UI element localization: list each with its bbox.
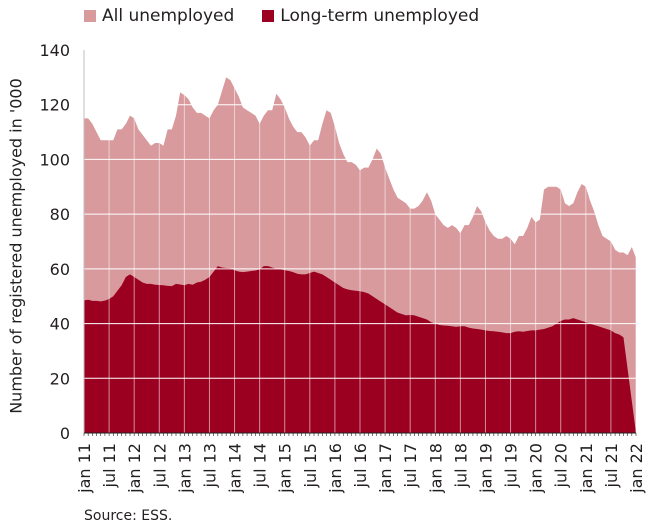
y-tick-label: 40	[50, 315, 70, 334]
source-note: Source: ESS.	[84, 508, 173, 524]
legend-label-long-term-unemployed: Long-term unemployed	[280, 6, 480, 26]
x-tick-label: jan 17	[376, 443, 395, 494]
x-tick-label: jul 15	[301, 443, 320, 488]
y-tick-label: 80	[50, 205, 70, 224]
y-tick-label: 0	[60, 424, 70, 443]
x-tick-label: jul 12	[150, 443, 169, 488]
legend-item-long-term-unemployed: Long-term unemployed	[262, 6, 479, 26]
x-tick-label: jul 20	[552, 443, 571, 488]
x-tick-label: jan 20	[527, 443, 546, 494]
x-tick-label: jan 19	[476, 443, 495, 494]
x-tick-label: jan 18	[426, 443, 445, 494]
legend-label-all-unemployed: All unemployed	[102, 6, 235, 26]
x-tick-label: jul 17	[401, 443, 420, 488]
legend-swatch-long-term-unemployed	[262, 10, 275, 22]
x-tick-label: jan 14	[226, 443, 245, 494]
x-tick-label: jan 12	[125, 443, 144, 494]
x-tick-label: jan 11	[75, 443, 94, 494]
legend: All unemployed Long-term unemployed	[84, 6, 507, 26]
legend-swatch-all-unemployed	[84, 10, 96, 22]
y-tick-label: 120	[39, 96, 70, 115]
x-tick-label: jul 18	[451, 443, 470, 488]
x-tick-label: jan 21	[577, 443, 596, 494]
x-tick-label: jul 11	[100, 443, 119, 488]
x-tick-label: jul 19	[502, 443, 521, 488]
x-tick-label: jul 21	[602, 443, 621, 488]
y-tick-label: 20	[50, 369, 70, 388]
x-tick-label: jan 16	[326, 443, 345, 494]
x-tick-label: jul 14	[251, 443, 270, 488]
x-tick-label: jul 16	[351, 443, 370, 488]
y-tick-label: 60	[50, 260, 70, 279]
x-tick-label: jan 15	[276, 443, 295, 494]
x-tick-label: jan 22	[627, 443, 646, 494]
y-tick-label: 100	[39, 150, 70, 169]
x-tick-label: jul 13	[200, 443, 219, 488]
x-tick-label: jan 13	[175, 443, 194, 494]
y-tick-label: 140	[39, 41, 70, 60]
legend-item-all-unemployed: All unemployed	[84, 6, 234, 26]
